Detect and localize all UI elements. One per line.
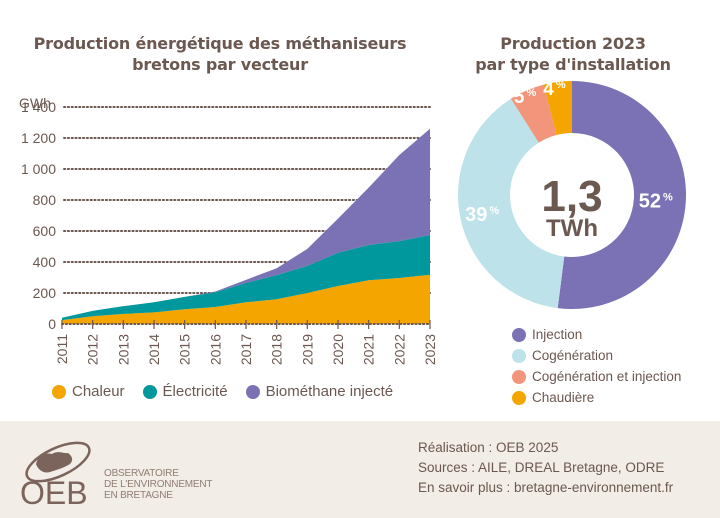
logo-text-line3: EN BRETAGNE [104,490,173,501]
logo-text-line1: OBSERVATOIRE [104,468,179,479]
donut-slice-chaudi-re [543,81,572,135]
legend-label: Chaleur [72,383,125,400]
legend-label: Cogénération et injection [532,369,682,384]
legend-item: Chaudière [512,389,681,406]
area-chart-title-line2: bretons par vecteur [132,55,308,74]
x-tick-label: 2020 [330,334,346,365]
y-tick-label: 1 200 [21,130,56,146]
legend-swatch-icon [512,348,526,363]
credits: Réalisation : OEB 2025 Sources : AILE, D… [418,438,673,498]
donut-slices [458,81,686,309]
legend-item: Injection [512,326,681,343]
donut-slice-injection [557,81,686,309]
y-axis-label: GWh [19,95,51,111]
logo-text: OBSERVATOIRE DE L'ENVIRONNEMENT EN BRETA… [104,468,213,501]
oeb-logo: OEB [20,441,91,510]
x-tick-label: 2013 [115,334,131,365]
y-tick-label: 400 [33,254,57,270]
x-tick-label: 2019 [299,334,315,365]
legend-label: Cogénération [532,348,614,363]
x-tick-label: 2023 [422,334,438,365]
area--lectricit- [62,235,430,321]
areas [62,128,430,324]
y-tick-label: 200 [33,285,57,301]
donut-chart-title: Production 2023 par type d'installation [440,33,706,75]
x-tick-label: 2015 [177,334,193,365]
donut-chart: 52 %39 %5% 4% 1,3 TWh [458,79,686,309]
donut-chart-title-line1: Production 2023 [500,34,646,53]
credit-link[interactable]: En savoir plus : bretagne-environnement.… [418,480,674,495]
y-tick-label: 0 [48,316,56,332]
legend-label: Biométhane injecté [265,383,394,400]
legend-label: Chaudière [532,390,595,405]
brittany-map-icon [36,452,73,473]
legend-label: Injection [532,327,583,342]
donut-slice-cog-n-ration [458,98,565,309]
area-chart-title: Production énergétique des méthaniseurs … [0,33,440,75]
y-tick-label: 1 000 [21,161,56,177]
stacked-area-chart: GWh 0 200 400 600 800 1 000 1 200 1 400 2011 2012… [19,95,438,365]
x-tick-label: 2021 [361,334,377,365]
legend-item: Biométhane injecté [245,383,394,400]
logo-text-line2: DE L'ENVIRONNEMENT [104,479,213,490]
legend-item: Électricité [142,383,228,400]
x-tick-label: 2022 [391,334,407,365]
x-tick-label: 2016 [207,334,223,365]
x-tick-label: 2012 [85,334,101,365]
logo-abbr: OEB [20,475,88,510]
axes: 0 200 400 600 800 1 000 1 200 1 400 2011 2012 2013… [21,99,438,365]
footer: OEB OBSERVATOIRE DE L'ENVIRONNEMENT EN B… [0,421,720,518]
credit-sources: Sources : AILE, DREAL Bretagne, ODRE [418,460,665,475]
x-tick-label: 2018 [269,334,285,365]
legend-swatch-icon [142,384,157,399]
area-chart-legend: Chaleur Électricité Biométhane injecté [52,383,393,400]
legend-swatch-icon [245,384,260,399]
legend-swatch-icon [52,384,66,399]
legend-item: Chaleur [52,383,125,400]
legend-swatch-icon [512,369,526,384]
y-tick-label: 600 [33,223,57,239]
x-tick-label: 2011 [54,334,70,364]
donut-chart-legend: Injection Cogénération Cogénération et inj… [512,326,681,406]
donut-slice-cog-n-ration-et-injection [510,84,557,143]
legend-label: Électricité [162,383,228,400]
credit-realisation: Réalisation : OEB 2025 [418,440,559,455]
legend-swatch-icon [512,390,526,405]
donut-center-unit: TWh [546,215,598,242]
legend-swatch-icon [512,327,526,342]
y-tick-label: 800 [33,192,57,208]
area-chaleur [62,274,430,324]
x-tick-label: 2017 [238,334,254,365]
y-tick-label: 1 400 [21,99,56,115]
x-tick-label: 2014 [146,334,162,365]
area-biom-thane-inject- [62,128,430,318]
donut-chart-title-line2: par type d'installation [475,55,671,74]
donut-center-value: 1,3 [541,172,602,221]
area-chart-title-line1: Production énergétique des méthaniseurs [33,34,407,53]
logo-orbit-icon [25,441,91,483]
legend-item: Cogénération [512,347,681,364]
legend-item: Cogénération et injection [512,368,681,385]
